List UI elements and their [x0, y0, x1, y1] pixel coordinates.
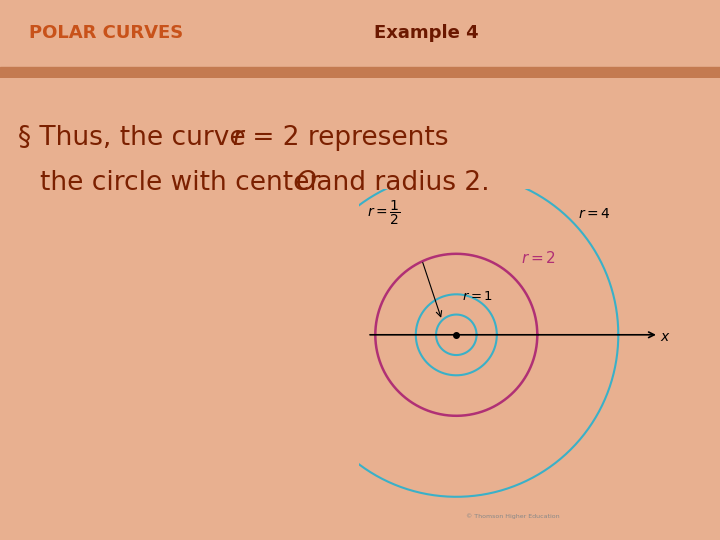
- Text: Example 4: Example 4: [374, 24, 479, 42]
- Text: x: x: [661, 330, 669, 344]
- Text: $r = \dfrac{1}{2}$: $r = \dfrac{1}{2}$: [366, 199, 400, 227]
- Text: and radius 2.: and radius 2.: [308, 170, 490, 196]
- Text: the circle with center: the circle with center: [40, 170, 328, 196]
- Bar: [0, 66, 720, 78]
- Text: O: O: [296, 170, 317, 196]
- Text: $r = 4$: $r = 4$: [577, 207, 611, 221]
- Text: r: r: [232, 125, 243, 151]
- Text: = 2 represents: = 2 represents: [244, 125, 449, 151]
- Text: § Thus, the curve: § Thus, the curve: [18, 125, 254, 151]
- Text: POLAR CURVES: POLAR CURVES: [29, 24, 183, 42]
- Text: © Thomson Higher Education: © Thomson Higher Education: [466, 514, 560, 519]
- Text: $r = 1$: $r = 1$: [462, 290, 493, 303]
- Text: $r = 2$: $r = 2$: [521, 250, 557, 266]
